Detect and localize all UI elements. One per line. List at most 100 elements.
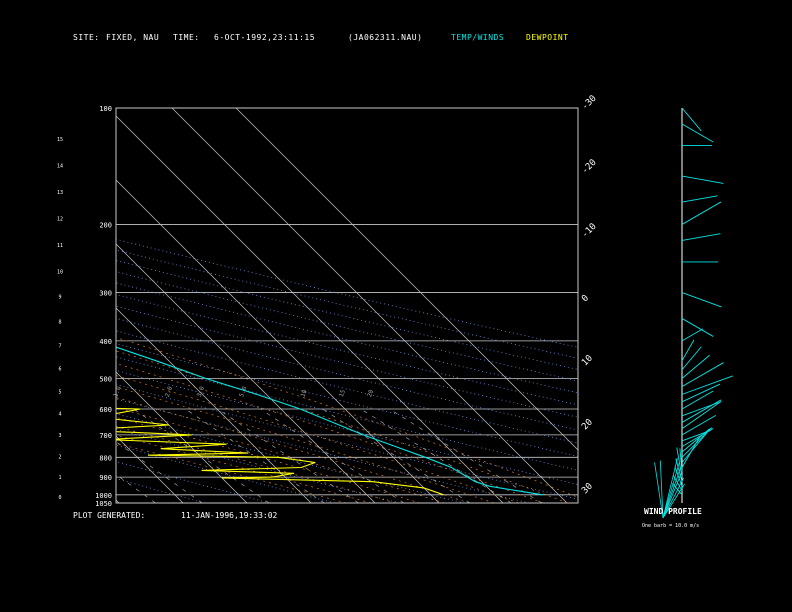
dry-adiabat [0,108,75,503]
temperature-line [116,346,543,496]
pressure-tick-label: 900 [99,474,112,482]
plot-generated-label: PLOT GENERATED: [73,511,146,520]
isotherm-line [0,108,55,503]
plot-generated-value: 11-JAN-1996,19:33:02 [181,511,278,520]
wind-fan-line [662,467,682,519]
isotherm-right-label: -20 [580,158,599,177]
mixing-ratio-line [360,408,512,503]
pressure-tick-label: 100 [99,105,112,113]
dry-adiabat [116,398,530,503]
height-tick-label: 12 [57,217,63,223]
moist-adiabat [116,375,519,503]
mixing-ratio-label: 3.0 [196,385,206,398]
mixing-ratio-line [116,441,203,503]
mixing-ratio-line [322,408,471,503]
pressure-tick-label: 200 [99,221,112,229]
isotherm-line [171,108,568,503]
wind-barb [681,123,714,143]
isotherm-right-label: 20 [580,418,595,433]
wind-barb [681,201,722,225]
height-tick-label: 0 [58,495,61,501]
isotherm-line [116,435,184,503]
dry-adiabat [116,330,578,444]
dewpoint-line [116,407,444,496]
wind-barb [681,354,710,379]
wind-barb [681,107,702,132]
wind-fan-line [662,477,685,519]
height-tick-label: 13 [57,190,63,196]
isotherm-line [116,115,504,503]
isotherm-line [116,243,376,503]
wind-barb [681,362,724,387]
mixing-ratio-line [116,473,156,503]
pressure-tick-label: 1050 [95,500,112,508]
wind-barb [681,430,711,442]
wind-fan-line [662,483,685,519]
mixing-ratio-label: 2.0 [164,385,174,398]
wind-barb [681,375,733,395]
isotherm-line [235,108,578,451]
file-name: (JA062311.NAU) [348,33,423,42]
wind-barb [681,432,708,463]
moist-adiabat [116,416,421,503]
dry-adiabat [116,478,206,503]
mixing-ratio-line [260,408,405,503]
moist-adiabat [116,434,371,503]
mixing-ratio-line [217,408,359,503]
moist-adiabat [116,386,495,503]
height-tick-label: 5 [58,389,61,395]
dry-adiabat [116,305,578,418]
moist-adiabat [116,337,578,498]
wind-fan-line [662,462,680,519]
mixing-ratio-label: 20 [366,389,375,399]
height-tick-label: 15 [57,137,63,143]
moist-adiabat [116,407,445,503]
height-tick-label: 11 [57,243,63,249]
plot-frame [115,107,579,504]
time-label: TIME: [173,33,200,42]
legend-temp-winds: TEMP/WINDS [451,33,505,42]
wind-fan-line [662,471,683,519]
wind-barb [672,483,683,496]
pressure-tick-label: 1000 [95,492,112,500]
wind-barb [681,175,724,184]
wind-scale-note: One barb = 10.0 m/s [642,523,700,529]
wind-barb [681,346,702,371]
mixing-ratio-label: 5.0 [238,385,248,398]
moist-adiabat [116,397,470,503]
mixing-ratio-label: 15 [338,389,347,399]
wind-profile-panel [654,107,733,519]
mixing-ratio-label: 10 [300,389,309,399]
wind-fan-line [654,462,664,519]
wind-barb [681,390,714,410]
mixing-ratio-label: 1.0 [112,385,122,398]
wind-fan-line [659,460,664,519]
moist-adiabat [116,363,544,503]
mixing-ratio-line [185,408,325,503]
isotherm-line [116,307,312,503]
site-label: SITE: [73,33,100,42]
wind-barb [681,414,716,436]
wind-barb [681,318,714,337]
dry-adiabat [116,369,578,485]
legend-dewpoint: DEWPOINT [526,33,569,42]
wind-barb [681,383,721,403]
wind-profile-title: WIND PROFILE [644,507,702,516]
height-tick-label: 8 [58,319,61,325]
isotherm-right-label: 0 [580,293,591,304]
wind-barb [681,233,721,241]
moist-adiabat [116,442,347,503]
dry-adiabat [116,413,465,503]
height-tick-label: 1 [58,475,61,481]
dry-adiabat [116,461,270,503]
mixing-ratio-line [133,408,270,503]
dry-adiabat [116,356,578,471]
wind-barb [681,195,718,203]
pressure-tick-label: 700 [99,432,112,440]
height-tick-label: 3 [58,433,61,439]
wind-barb [681,339,695,361]
height-tick-label: 2 [58,454,61,460]
height-tick-label: 6 [58,367,61,373]
grid-layer [0,108,578,503]
